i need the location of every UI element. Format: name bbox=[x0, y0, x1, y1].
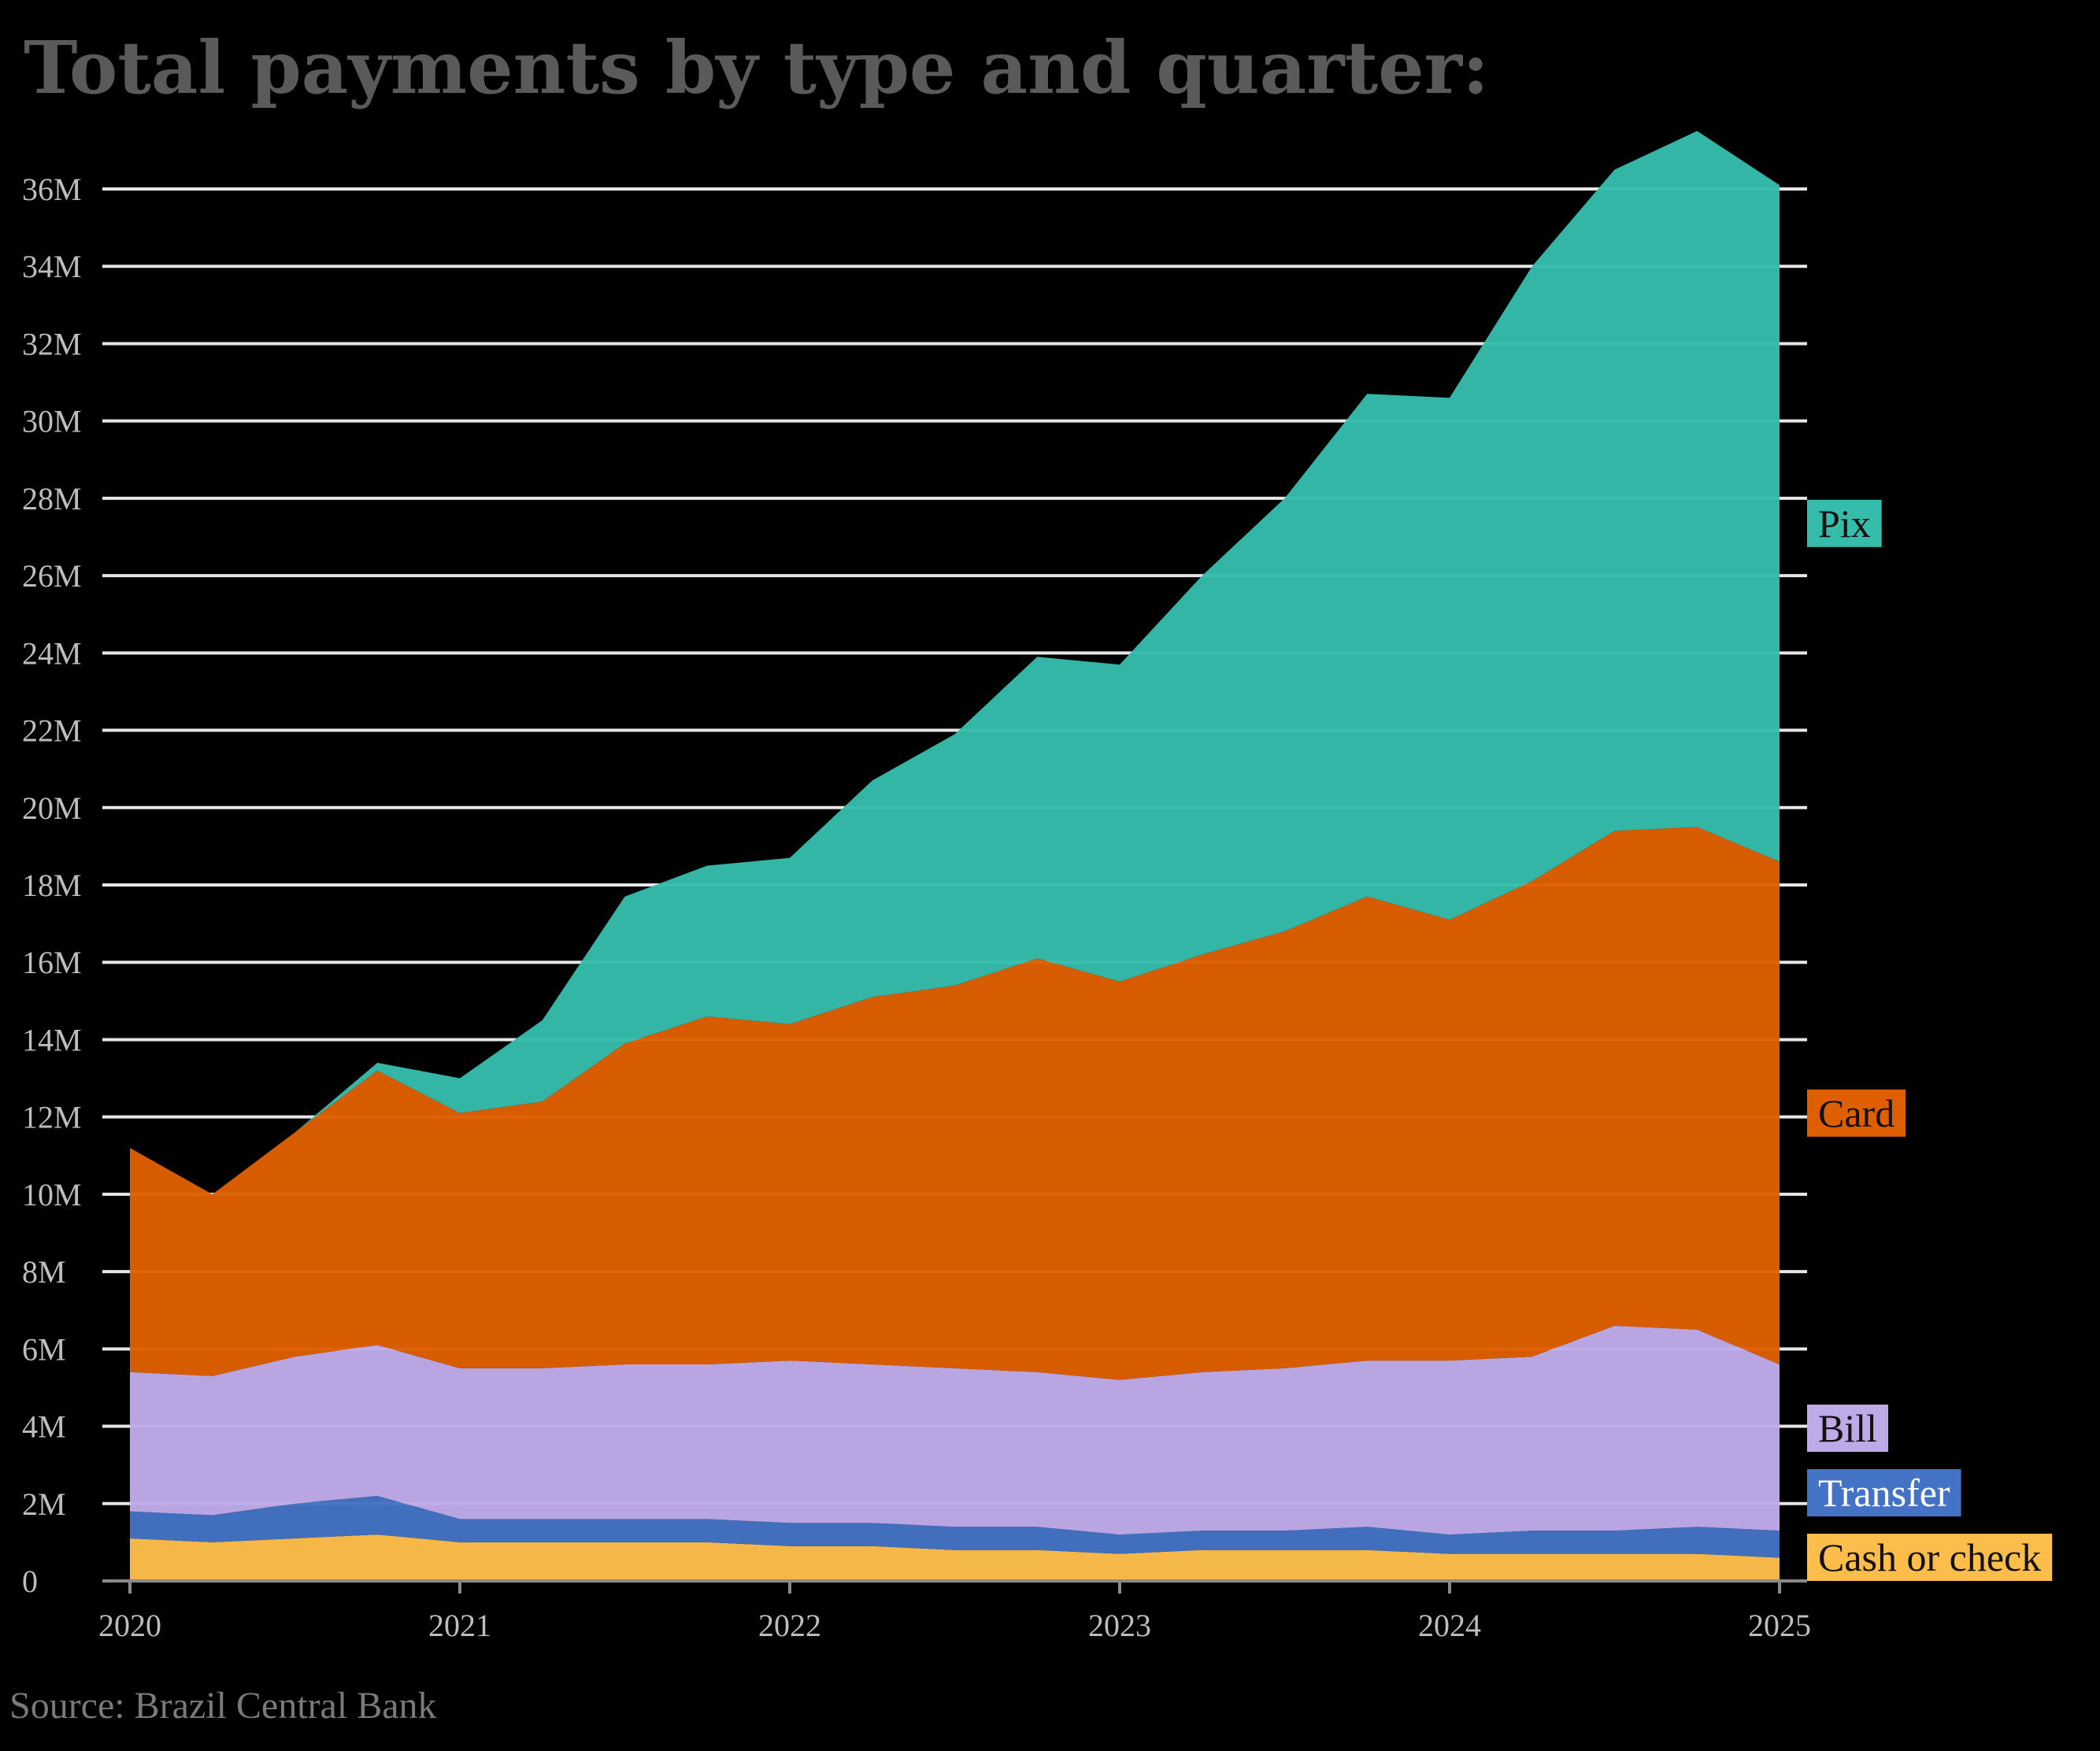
x-tick-label: 2024 bbox=[1418, 1608, 1481, 1643]
y-tick-label: 0 bbox=[22, 1564, 38, 1599]
axes: 0 2M 4M 6M 8M 10M 12M 14M 16M 18M 20M 22M 24M 26M 28M 3… bbox=[22, 172, 1811, 1643]
area-cash-or-check bbox=[130, 1534, 1780, 1581]
y-tick-label: 36M bbox=[22, 172, 82, 207]
label-card: Card bbox=[1807, 1089, 1906, 1137]
series-label: Pix bbox=[1818, 502, 1871, 546]
x-tick-label: 2021 bbox=[428, 1608, 491, 1643]
y-tick-label: 34M bbox=[22, 249, 82, 284]
label-pix: Pix bbox=[1807, 499, 1882, 547]
y-tick-label: 20M bbox=[22, 790, 82, 826]
label-swatch bbox=[1807, 1469, 1961, 1516]
label-swatch bbox=[1807, 1405, 1889, 1452]
areas bbox=[130, 131, 1780, 1581]
y-tick-label: 26M bbox=[22, 558, 82, 594]
area-pix bbox=[130, 131, 1780, 1194]
label-swatch bbox=[1807, 1089, 1906, 1137]
y-tick-label: 8M bbox=[22, 1254, 66, 1290]
source-note: Source: Brazil Central Bank bbox=[9, 1685, 437, 1727]
series-label: Cash or check bbox=[1818, 1535, 2041, 1579]
x-tick-label: 2023 bbox=[1088, 1608, 1151, 1643]
series-label: Card bbox=[1818, 1091, 1894, 1135]
label-swatch bbox=[1807, 499, 1882, 547]
y-tick-label: 30M bbox=[22, 404, 82, 439]
y-tick-label: 2M bbox=[22, 1486, 66, 1522]
y-tick-label: 22M bbox=[22, 713, 82, 749]
y-tick-label: 24M bbox=[22, 635, 82, 671]
x-tick-label: 2022 bbox=[758, 1608, 821, 1643]
series-label: Bill bbox=[1818, 1406, 1877, 1450]
area-bill bbox=[130, 1325, 1780, 1535]
y-tick-label: 28M bbox=[22, 481, 82, 516]
y-tick-label: 32M bbox=[22, 326, 82, 361]
chart-title: Total payments by type and quarter: bbox=[24, 25, 1489, 110]
y-tick-label: 14M bbox=[22, 1022, 82, 1057]
y-tick-label: 6M bbox=[22, 1331, 66, 1367]
series-labels: Cash or check Transfer Bill Card Pix bbox=[1807, 499, 2053, 1581]
x-tick-label: 2025 bbox=[1748, 1608, 1811, 1643]
series-label: Transfer bbox=[1818, 1471, 1950, 1515]
y-tick-label: 16M bbox=[22, 945, 82, 980]
label-cash-or-check: Cash or check bbox=[1807, 1534, 2053, 1581]
label-swatch bbox=[1807, 1534, 2053, 1581]
y-tick-label: 18M bbox=[22, 868, 82, 903]
y-tick-label: 12M bbox=[22, 1100, 82, 1135]
label-transfer: Transfer bbox=[1807, 1469, 1961, 1516]
y-tick-label: 10M bbox=[22, 1177, 82, 1212]
y-tick-label: 4M bbox=[22, 1409, 66, 1445]
area-card bbox=[130, 827, 1780, 1380]
label-bill: Bill bbox=[1807, 1405, 1889, 1452]
x-tick-label: 2020 bbox=[98, 1608, 161, 1643]
